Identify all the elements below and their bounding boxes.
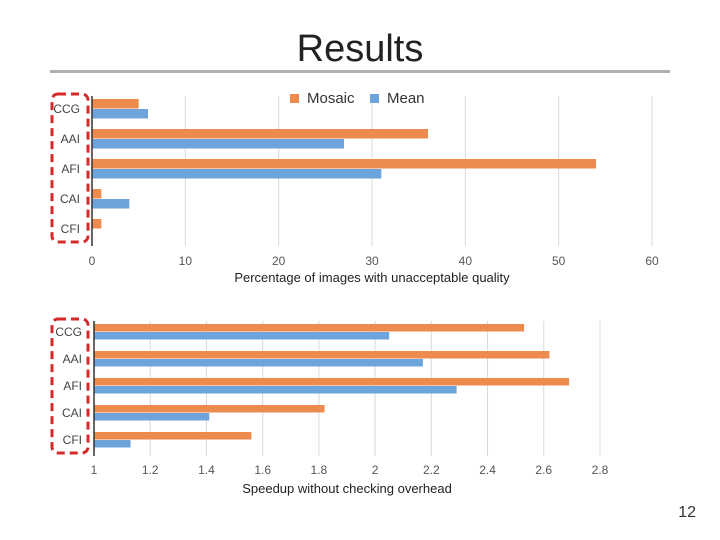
x-tick-label-0-1: 10 — [179, 254, 193, 268]
bar-0-mosaic-aai — [92, 129, 428, 139]
bar-1-mosaic-ccg — [94, 324, 525, 332]
bar-1-mosaic-cfi — [94, 432, 252, 440]
category-label-0-cai: CAI — [60, 192, 80, 206]
x-tick-label-1-3: 1.6 — [254, 463, 271, 477]
x-tick-label-1-4: 1.8 — [311, 463, 328, 477]
x-tick-label-1-5: 2 — [372, 463, 379, 477]
bar-1-mosaic-cai — [94, 405, 325, 413]
x-axis-title-1: Speedup without checking overhead — [242, 481, 452, 496]
bar-1-mean-cai — [94, 413, 210, 421]
x-tick-label-0-3: 30 — [365, 254, 379, 268]
bar-0-mean-afi — [92, 169, 382, 179]
slide-title: Results — [296, 28, 424, 70]
x-tick-label-1-0: 1 — [91, 463, 98, 477]
bar-1-mosaic-afi — [94, 378, 570, 386]
x-tick-label-0-2: 20 — [272, 254, 286, 268]
x-tick-label-1-9: 2.8 — [592, 463, 609, 477]
x-tick-label-1-8: 2.6 — [535, 463, 552, 477]
category-label-1-aai: AAI — [63, 352, 82, 366]
category-label-0-afi: AFI — [61, 162, 80, 176]
legend-swatch-mean — [370, 94, 379, 103]
bar-1-mean-aai — [94, 359, 423, 367]
category-label-1-cfi: CFI — [63, 433, 82, 447]
legend-label-mosaic: Mosaic — [307, 90, 355, 107]
bar-0-mosaic-cai — [92, 189, 102, 199]
category-label-1-afi: AFI — [63, 379, 82, 393]
highlight-box-0 — [50, 92, 90, 244]
bar-0-mean-aai — [92, 139, 344, 149]
x-tick-label-0-6: 60 — [645, 254, 659, 268]
category-label-0-ccg: CCG — [53, 102, 80, 116]
bar-0-mean-cai — [92, 199, 130, 209]
x-tick-label-0-4: 40 — [459, 254, 473, 268]
x-tick-label-1-6: 2.2 — [423, 463, 440, 477]
bar-0-mosaic-afi — [92, 159, 596, 169]
legend-label-mean: Mean — [387, 90, 425, 107]
category-label-0-aai: AAI — [61, 132, 80, 146]
bar-0-mean-ccg — [92, 109, 148, 119]
bar-1-mean-ccg — [94, 332, 390, 340]
x-axis-title-0: Percentage of images with unacceptable q… — [234, 270, 510, 285]
x-tick-label-0-0: 0 — [89, 254, 96, 268]
category-label-1-cai: CAI — [62, 406, 82, 420]
x-tick-label-0-5: 50 — [552, 254, 566, 268]
bar-0-mosaic-ccg — [92, 99, 139, 109]
bar-1-mean-cfi — [94, 440, 131, 448]
category-label-0-cfi: CFI — [61, 222, 80, 236]
page-number: 12 — [678, 504, 696, 521]
bar-0-mosaic-cfi — [92, 219, 102, 229]
category-label-1-ccg: CCG — [55, 325, 82, 339]
x-tick-label-1-2: 1.4 — [198, 463, 215, 477]
title-underline — [50, 70, 670, 73]
bar-1-mean-afi — [94, 386, 457, 394]
x-tick-label-1-7: 2.4 — [479, 463, 496, 477]
x-tick-label-1-1: 1.2 — [142, 463, 159, 477]
highlight-box-1 — [50, 317, 90, 455]
bar-1-mosaic-aai — [94, 351, 550, 359]
legend-swatch-mosaic — [290, 94, 299, 103]
